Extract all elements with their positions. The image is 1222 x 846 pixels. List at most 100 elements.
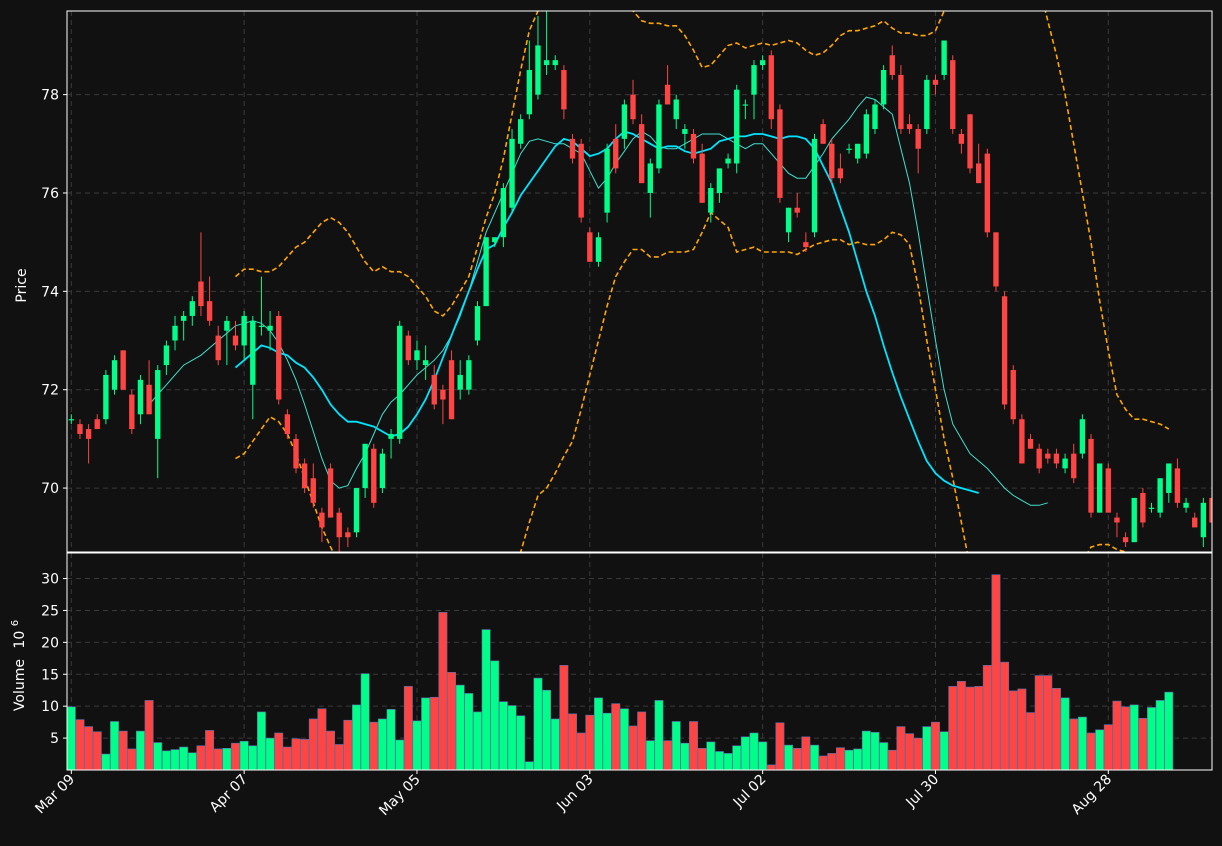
candle-body	[1096, 463, 1103, 513]
candle-body	[1019, 419, 1025, 464]
candle	[708, 183, 714, 223]
candle-body	[587, 232, 593, 262]
volume-bar	[308, 718, 318, 770]
volume-bar	[421, 697, 431, 770]
candle-body	[958, 133, 965, 144]
volume-axis-label-text: Volume	[12, 659, 28, 711]
candle	[656, 99, 662, 174]
volume-bar	[680, 742, 690, 770]
candle	[155, 365, 161, 479]
candle	[1157, 478, 1163, 518]
candle	[224, 315, 230, 366]
volume-bar	[1008, 690, 1018, 770]
volume-bar	[205, 730, 215, 770]
volume-bar	[637, 711, 647, 770]
volume-bar	[144, 700, 154, 770]
candle	[1010, 365, 1016, 425]
candle	[103, 370, 109, 425]
candle-body	[1053, 453, 1060, 464]
candle	[68, 414, 74, 425]
volume-bar	[628, 725, 638, 770]
volume-bar	[922, 726, 932, 770]
candle	[1088, 433, 1094, 518]
volume-bar	[1164, 691, 1174, 770]
candle-body	[1209, 497, 1212, 523]
candle	[932, 74, 939, 95]
candle-body	[509, 138, 515, 208]
candle-body	[155, 370, 161, 439]
candle-body	[690, 133, 697, 159]
candle	[1174, 458, 1181, 508]
volume-bar	[1000, 661, 1010, 770]
candle-body	[163, 345, 170, 366]
volume-bar	[1017, 688, 1027, 770]
candle	[284, 409, 291, 439]
candle	[414, 340, 420, 371]
candle	[189, 296, 195, 326]
volume-bar	[377, 718, 387, 770]
candle	[440, 384, 446, 425]
volume-bar	[386, 709, 396, 770]
candle	[613, 124, 619, 174]
candle	[457, 360, 463, 400]
candle-body	[353, 488, 360, 533]
candle	[146, 360, 152, 415]
volume-bar	[161, 750, 171, 770]
candle-body	[250, 320, 256, 385]
volume-bar	[403, 686, 413, 770]
candle-body	[924, 79, 930, 130]
volume-tick-label: 25	[41, 603, 59, 619]
candle	[924, 74, 930, 134]
candle-body	[803, 242, 809, 248]
volume-bar	[412, 720, 422, 770]
volume-bar	[749, 732, 759, 770]
candle	[984, 148, 990, 238]
volume-bar	[974, 686, 984, 770]
candle-body	[872, 104, 878, 130]
candle	[85, 424, 92, 464]
volume-bar	[282, 746, 292, 770]
volume-bar	[101, 753, 111, 770]
candle-body	[77, 424, 83, 434]
volume-bar	[654, 700, 664, 770]
candle-body	[578, 143, 584, 218]
candle	[120, 350, 126, 390]
volume-bar	[231, 742, 240, 770]
candle-body	[448, 360, 455, 420]
volume-bar	[948, 686, 958, 770]
candle-body	[388, 433, 394, 439]
candle	[319, 507, 325, 543]
volume-bar	[611, 703, 621, 770]
candle	[846, 143, 852, 154]
bollinger-lower-line	[235, 211, 1129, 552]
candle	[699, 143, 705, 203]
candle	[759, 55, 766, 71]
candle	[310, 463, 316, 508]
candle	[915, 124, 921, 174]
candle-body	[759, 60, 766, 66]
volume-bar	[317, 708, 327, 770]
candle-body	[422, 360, 429, 366]
candle	[569, 133, 576, 164]
candle	[77, 419, 83, 439]
volume-bar	[1069, 718, 1079, 770]
candle	[474, 301, 481, 346]
candle	[855, 143, 861, 164]
volume-bar	[1103, 724, 1113, 770]
candle	[950, 55, 956, 134]
candle	[1209, 492, 1212, 528]
volume-bar	[153, 742, 163, 770]
volume-bar	[853, 748, 863, 770]
candle-body	[120, 350, 126, 390]
candle	[768, 50, 774, 130]
candle	[1019, 414, 1025, 464]
candle-body	[85, 429, 92, 439]
candle	[734, 84, 740, 174]
volume-bar	[689, 721, 698, 770]
volume-bar	[481, 629, 491, 770]
candle-body	[794, 207, 800, 213]
volume-bar	[991, 574, 1001, 770]
candle	[1053, 448, 1060, 469]
volume-bar	[67, 706, 76, 770]
